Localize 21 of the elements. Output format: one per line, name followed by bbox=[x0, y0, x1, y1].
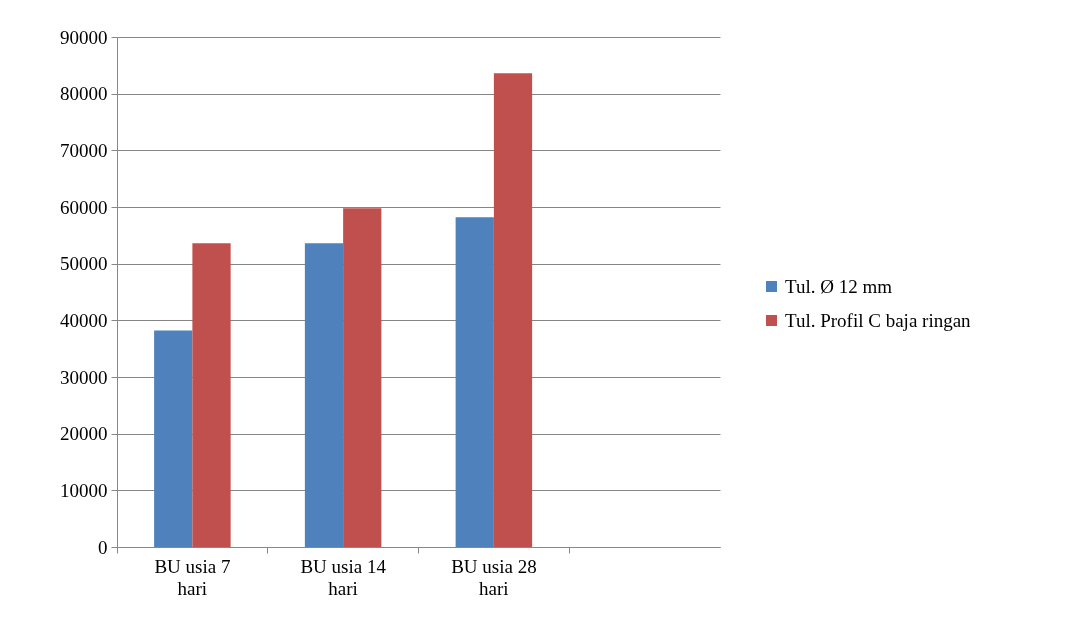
y-tick-label: 10000 bbox=[60, 479, 108, 501]
bar bbox=[154, 330, 193, 547]
y-tick-label: 50000 bbox=[60, 253, 108, 275]
bar bbox=[455, 217, 494, 547]
y-tick-label: 20000 bbox=[60, 423, 108, 445]
legend-label: Tul. Profil C baja ringan bbox=[785, 309, 972, 331]
y-tick-label: 0 bbox=[98, 536, 108, 558]
x-tick-label: BU usia 14 hari bbox=[300, 555, 387, 599]
y-tick-label: 90000 bbox=[60, 26, 108, 48]
y-tick-label: 70000 bbox=[60, 139, 108, 161]
x-tick-label: BU usia 7 hari bbox=[154, 555, 231, 599]
bar bbox=[343, 208, 382, 547]
y-tick-label: 30000 bbox=[60, 366, 108, 388]
y-tick-label: 80000 bbox=[60, 83, 108, 105]
bar bbox=[493, 73, 533, 547]
y-tick-label: 40000 bbox=[60, 309, 108, 331]
legend-label: Tul. Ø 12 mm bbox=[785, 275, 893, 297]
y-tick-label: 60000 bbox=[60, 196, 108, 218]
bar bbox=[304, 243, 344, 547]
bar bbox=[192, 243, 231, 547]
x-tick-label: BU usia 28 hari bbox=[451, 555, 537, 599]
